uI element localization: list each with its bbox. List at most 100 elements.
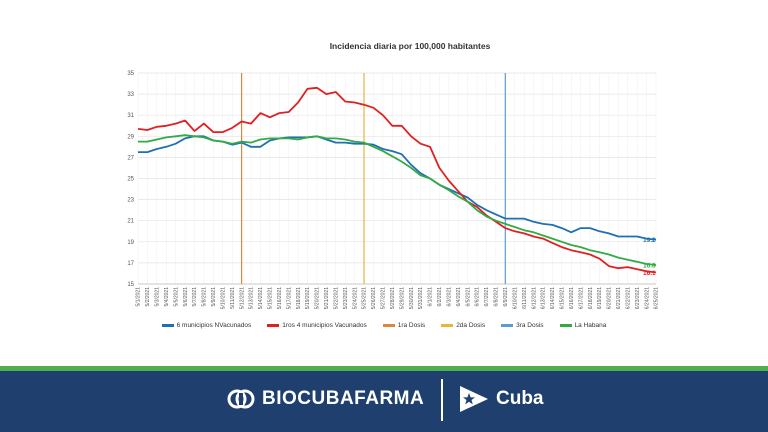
end-labels: 19.2 16.816.1 (643, 237, 656, 277)
y-tick-label: 25 (127, 177, 134, 183)
x-tick-label: 5/12/2021 (239, 287, 245, 309)
x-tick-label: 6/17/2021 (578, 287, 584, 309)
footer-band (0, 366, 768, 432)
x-tick-label: 5/5/2021 (173, 287, 179, 307)
biocubafarma-emblem-icon (227, 389, 255, 409)
legend-label: 3ra Dosis (516, 322, 544, 329)
legend: 6 municipios NVacunados 1ros 4 municipio… (0, 322, 768, 329)
x-tick-label: 6/16/2021 (569, 287, 575, 309)
x-tick-label: 5/6/2021 (183, 287, 189, 307)
x-tick-label: 5/1/2021 (136, 287, 142, 307)
x-tick-label: 5/21/2021 (324, 287, 330, 309)
x-tick-label: 5/18/2021 (296, 287, 302, 309)
y-tick-label: 19 (127, 240, 134, 246)
x-tick-label: 5/29/2021 (399, 287, 405, 309)
end-value-label: 19.2 (643, 237, 656, 244)
series-line (138, 135, 657, 241)
legend-swatch (161, 324, 174, 327)
x-tick-label: 5/23/2021 (343, 287, 349, 309)
x-tick-label: 6/10/2021 (512, 287, 518, 309)
x-tick-label: 5/31/2021 (418, 287, 424, 309)
x-tick-label: 6/9/2021 (503, 287, 509, 307)
x-axis: 5/1/2021 5/2/2021 5/3/2021 5/4/2021 5/5/2021… (136, 287, 660, 309)
x-tick-label: 6/13/2021 (541, 287, 547, 309)
x-tick-label: 5/22/2021 (333, 287, 339, 309)
x-tick-label: 5/24/2021 (352, 287, 358, 309)
series-line (138, 134, 657, 266)
brand-divider (441, 379, 443, 421)
x-tick-label: 5/17/2021 (286, 287, 292, 309)
x-tick-label: 5/25/2021 (362, 287, 368, 309)
x-tick-label: 6/8/2021 (494, 287, 500, 307)
legend-item: La Habana (559, 322, 607, 329)
x-tick-label: 6/23/2021 (635, 287, 641, 309)
x-tick-label: 6/2/2021 (437, 287, 443, 307)
end-value-label: 16.1 (643, 270, 656, 277)
legend-label: La Habana (574, 322, 607, 329)
x-tick-label: 6/20/2021 (607, 287, 613, 309)
biocubafarma-logo: BIOCUBAFARMA (226, 384, 424, 414)
y-tick-label: 21 (127, 219, 134, 225)
end-value-label: 16.8 (643, 263, 656, 270)
legend-label: 2da Dosis (456, 322, 486, 329)
legend-item: 6 municipios NVacunados (161, 322, 252, 329)
country-name: Cuba (496, 388, 544, 409)
x-tick-label: 6/12/2021 (531, 287, 537, 309)
x-tick-label: 6/14/2021 (550, 287, 556, 309)
brand-name: BIOCUBAFARMA (262, 388, 425, 409)
legend-label: 1ra Dosis (397, 322, 426, 329)
legend-item: 2da Dosis (441, 322, 485, 329)
legend-label: 1ros 4 municipios Vacunados (282, 322, 367, 329)
x-tick-label: 6/22/2021 (625, 287, 631, 309)
x-tick-label: 5/10/2021 (220, 287, 226, 309)
x-tick-label: 5/3/2021 (155, 287, 161, 307)
y-tick-label: 33 (127, 92, 134, 98)
x-tick-label: 5/15/2021 (268, 287, 274, 309)
x-tick-label: 5/14/2021 (258, 287, 264, 309)
x-tick-label: 5/30/2021 (409, 287, 415, 309)
chart: Incidencia diaria por 100,000 habitantes… (127, 41, 660, 309)
x-tick-label: 6/11/2021 (522, 287, 528, 309)
legend-swatch (382, 324, 395, 327)
x-tick-label: 5/28/2021 (390, 287, 396, 309)
legend-swatch (267, 324, 280, 327)
cuba-flag-star-icon (460, 386, 488, 412)
y-tick-label: 15 (127, 282, 134, 288)
y-tick-label: 35 (127, 71, 134, 77)
x-tick-label: 5/7/2021 (192, 287, 198, 307)
footer-stripe (0, 366, 768, 371)
y-axis: 15 17 19 21 23 25 27 29 31 33 35 (127, 71, 134, 288)
x-tick-label: 6/7/2021 (484, 287, 490, 307)
y-tick-label: 29 (127, 134, 134, 140)
legend-label: 6 municipios NVacunados (176, 322, 252, 329)
x-tick-label: 5/8/2021 (202, 287, 208, 307)
x-tick-label: 5/4/2021 (164, 287, 170, 307)
x-tick-label: 5/20/2021 (315, 287, 321, 309)
y-tick-label: 27 (127, 155, 134, 161)
x-tick-label: 6/4/2021 (456, 287, 462, 307)
series (137, 86, 657, 274)
x-tick-label: 5/2/2021 (145, 287, 151, 307)
x-tick-label: 5/19/2021 (305, 287, 311, 309)
legend-swatch (501, 324, 514, 327)
legend-item: 3ra Dosis (501, 322, 544, 329)
x-tick-label: 6/3/2021 (447, 287, 453, 307)
x-tick-label: 6/15/2021 (560, 287, 566, 309)
y-tick-label: 31 (127, 113, 134, 119)
x-tick-label: 5/11/2021 (230, 287, 236, 309)
chart-title: Incidencia diaria por 100,000 habitantes (330, 41, 491, 51)
legend-swatch (559, 324, 572, 327)
x-tick-label: 6/18/2021 (588, 287, 594, 309)
legend-swatch (441, 324, 454, 327)
series-line (137, 86, 657, 274)
legend-item: 1ros 4 municipios Vacunados (267, 322, 367, 329)
x-tick-label: 6/25/2021 (654, 287, 660, 309)
x-tick-label: 5/13/2021 (249, 287, 255, 309)
x-tick-label: 6/19/2021 (597, 287, 603, 309)
x-tick-label: 6/21/2021 (616, 287, 622, 309)
x-tick-label: 6/24/2021 (644, 287, 650, 309)
x-tick-label: 5/27/2021 (381, 287, 387, 309)
x-tick-label: 5/16/2021 (277, 287, 283, 309)
x-tick-label: 6/5/2021 (465, 287, 471, 307)
cuba-logo: Cuba (458, 384, 544, 414)
